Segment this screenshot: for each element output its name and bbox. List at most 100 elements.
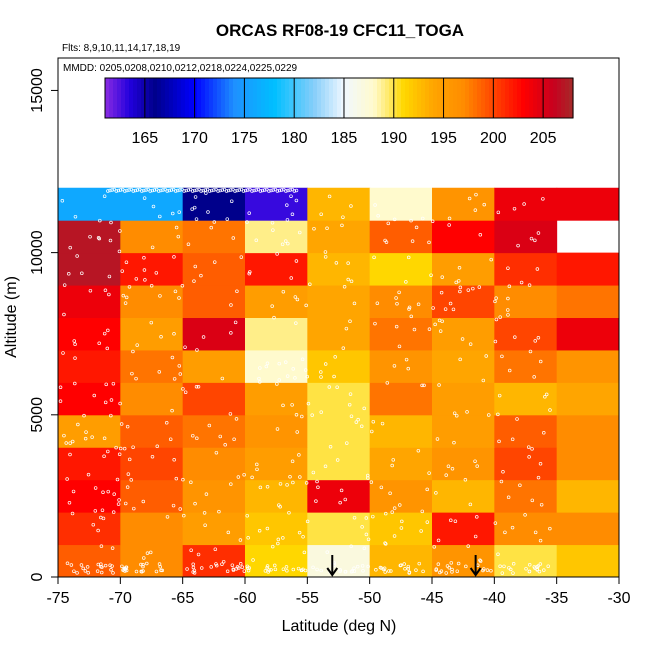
sample-point (212, 220, 217, 224)
heatmap-cell (58, 349, 121, 383)
sample-point (170, 211, 175, 216)
sample-point (273, 567, 278, 572)
sample-point (420, 216, 425, 221)
sample-point (294, 321, 298, 325)
sample-point (231, 236, 236, 240)
sample-point (498, 564, 502, 569)
sample-point (195, 348, 199, 352)
sample-point (277, 503, 281, 507)
sample-point (110, 546, 115, 550)
colorbar-swatch (401, 78, 406, 118)
sample-point (512, 206, 517, 211)
sample-point (172, 332, 176, 336)
sample-point (183, 390, 188, 394)
sample-point (527, 283, 532, 287)
sample-point (214, 563, 219, 568)
sample-point (213, 547, 218, 551)
sample-point (532, 565, 537, 569)
heatmap-cell (307, 187, 371, 221)
sample-point (267, 568, 271, 572)
sample-point (450, 467, 455, 471)
sample-point (361, 568, 365, 573)
sample-point (270, 304, 274, 308)
sample-point (106, 449, 110, 454)
latitude-markers (326, 555, 482, 577)
sample-point (209, 565, 213, 569)
colorbar-swatch (353, 78, 358, 118)
sample-point (266, 570, 270, 574)
sample-point (437, 318, 442, 323)
sample-point (258, 380, 262, 384)
sample-point (226, 530, 231, 535)
x-tick-label: -60 (233, 590, 256, 607)
sample-point (202, 511, 207, 515)
sample-point (286, 188, 290, 193)
sample-point (117, 249, 122, 254)
x-tick-label: -30 (607, 590, 630, 607)
sample-point (117, 498, 121, 502)
sample-point (414, 225, 419, 230)
sample-point (500, 571, 505, 575)
heatmap-cell (494, 544, 558, 578)
colorbar-swatch (265, 78, 270, 118)
sample-point (527, 455, 531, 459)
sample-point (141, 562, 145, 567)
sample-point (409, 218, 413, 223)
sample-point (255, 467, 259, 472)
sample-point (315, 567, 319, 572)
colorbar-swatch (345, 78, 350, 118)
sample-point (484, 354, 488, 358)
sample-point (135, 343, 139, 347)
sample-point (345, 441, 349, 445)
colorbar-swatch (457, 78, 462, 118)
sample-point (293, 295, 298, 299)
sample-point (429, 273, 433, 277)
sample-point (250, 475, 254, 480)
colorbar-swatch (325, 78, 330, 118)
sample-point (229, 188, 233, 192)
sample-point (229, 303, 233, 307)
sample-point (209, 225, 214, 230)
colorbar-swatch (321, 78, 326, 118)
colorbar-swatch (145, 78, 150, 118)
sample-point (203, 188, 208, 192)
sample-point (536, 564, 541, 568)
colorbar-swatch (429, 78, 434, 118)
sample-point (315, 479, 319, 484)
sample-point (109, 398, 114, 402)
sample-point (72, 569, 76, 573)
colorbar-swatch (557, 78, 562, 118)
sample-point (65, 561, 70, 566)
sample-point (181, 477, 185, 482)
sample-point (335, 385, 339, 389)
sample-point (306, 401, 311, 406)
sample-point (134, 376, 138, 381)
sample-point (374, 568, 378, 572)
sample-point (406, 255, 411, 260)
x-tick-label: -75 (46, 590, 69, 607)
sample-point (60, 199, 65, 203)
sample-point (338, 568, 343, 572)
sample-point (183, 345, 187, 349)
sample-point (397, 290, 401, 295)
sample-point (229, 199, 234, 203)
sample-point (114, 445, 118, 450)
sample-point (178, 507, 182, 511)
colorbar-swatch (341, 78, 346, 118)
sample-point (458, 289, 462, 294)
sample-point (506, 296, 510, 301)
heatmap-cell (556, 252, 620, 286)
sample-point (186, 242, 191, 246)
sample-point (182, 189, 186, 193)
sample-point (156, 189, 161, 193)
sample-point (271, 228, 275, 232)
heatmap-cell (120, 382, 184, 416)
sample-point (510, 525, 515, 530)
colorbar-swatch (509, 78, 514, 118)
sample-point (538, 359, 543, 364)
heatmap-cell (307, 317, 371, 351)
heatmap-cell (494, 414, 558, 448)
sample-point (96, 528, 100, 533)
sample-point (294, 188, 299, 193)
sample-point (154, 271, 159, 275)
